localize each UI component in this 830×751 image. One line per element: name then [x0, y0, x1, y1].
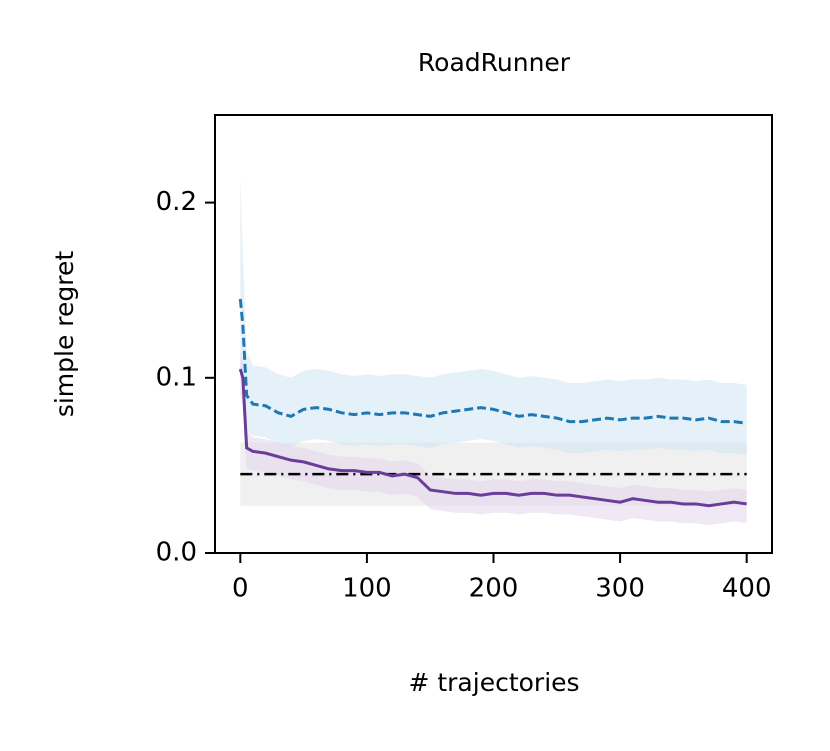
x-tick-label: 100: [342, 574, 392, 604]
chart-title: RoadRunner: [418, 48, 571, 77]
confidence-band: [240, 176, 747, 455]
x-axis-label: # trajectories: [408, 668, 579, 697]
y-axis-label: simple regret: [50, 251, 79, 418]
line: [238, 368, 747, 508]
y-tick-label: 0.0: [156, 538, 197, 568]
x-tick-label: 200: [469, 574, 519, 604]
y-tick-label: 0.2: [156, 187, 197, 217]
line: [238, 298, 747, 425]
y-tick-label: 0.1: [156, 362, 197, 392]
x-tick-label: 300: [595, 574, 645, 604]
x-tick-label: 400: [722, 574, 772, 604]
confidence-band: [240, 351, 747, 525]
x-tick-label: 0: [232, 574, 249, 604]
